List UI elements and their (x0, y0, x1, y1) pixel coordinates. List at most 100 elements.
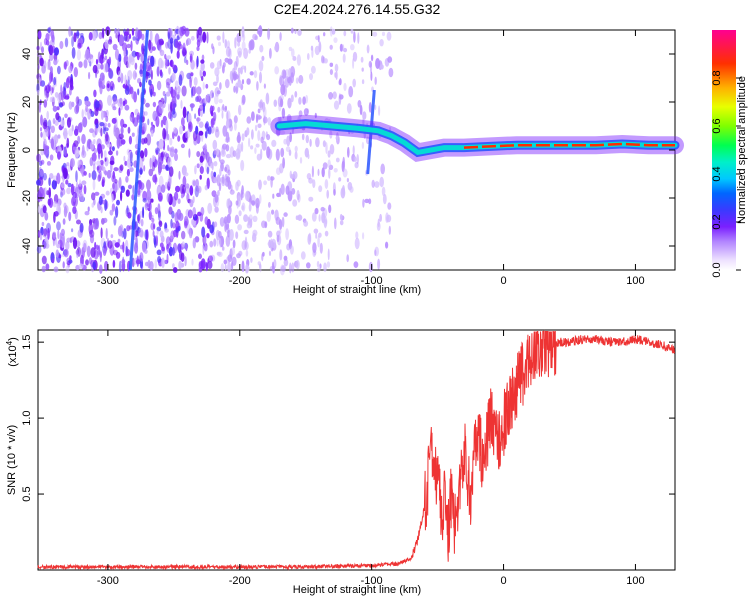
spectral-blob (257, 123, 262, 129)
spectral-blob (167, 133, 170, 141)
spectral-blob (197, 185, 202, 194)
spectral-blob (209, 224, 214, 234)
spectral-blob (283, 255, 288, 261)
spectral-blob (91, 192, 96, 201)
spectral-blob (144, 147, 148, 158)
spectral-blob (379, 39, 384, 47)
spectral-blob (146, 133, 152, 146)
spectral-blob (125, 189, 130, 197)
spectral-blob (156, 249, 162, 256)
spectral-blob (281, 69, 287, 79)
spectral-blob (204, 185, 208, 191)
spectral-blob (52, 105, 58, 112)
spectral-blob (131, 194, 134, 201)
spectral-blob (50, 96, 56, 103)
spectral-blob (148, 168, 154, 177)
spectral-blob (225, 153, 232, 159)
spectral-blob (184, 220, 188, 229)
spectral-blob (225, 131, 230, 143)
spectral-blob (259, 71, 262, 84)
spectral-blob (166, 55, 171, 60)
spectral-blob (44, 187, 47, 195)
spectral-blob (366, 44, 370, 54)
spectral-blob (85, 48, 90, 60)
spectral-blob (350, 44, 355, 51)
spectral-blob (260, 136, 264, 144)
spectral-blob (213, 238, 217, 247)
spectral-blob (102, 217, 108, 223)
spectral-blob (46, 161, 52, 166)
spectral-blob (181, 241, 185, 248)
spectral-blob (355, 231, 359, 239)
spectral-blob (54, 238, 58, 246)
spectral-blob (86, 245, 91, 258)
spectral-blob (315, 137, 320, 148)
spectral-blob (37, 64, 40, 70)
spectral-blob (200, 62, 205, 71)
spectral-blob (241, 240, 247, 251)
spectral-blob (66, 117, 72, 128)
spectral-blob (224, 107, 227, 112)
spectral-blob (202, 31, 207, 43)
spectral-blob (200, 258, 206, 270)
spectral-blob (42, 121, 48, 130)
spectral-blob (370, 54, 374, 62)
spectral-blob (49, 53, 54, 62)
spectral-blob (285, 146, 291, 153)
spectral-blob (90, 110, 95, 117)
spectral-blob (280, 265, 287, 272)
spectral-blob (37, 90, 40, 96)
spectral-blob (248, 40, 253, 51)
spectral-blob (55, 112, 60, 121)
spectral-blob (74, 105, 80, 115)
spectral-blob (152, 174, 157, 183)
spectral-blob (122, 241, 125, 253)
spectral-blob (300, 251, 306, 260)
spectral-blob (204, 234, 207, 247)
spectral-blob (114, 29, 117, 34)
spectral-blob (333, 37, 338, 43)
spectral-blob (162, 127, 167, 140)
spectral-blob (39, 233, 43, 241)
spectral-blob (113, 216, 117, 226)
spectral-blob (88, 32, 93, 41)
spectral-blob (51, 179, 57, 190)
spectral-blob (83, 59, 88, 69)
spectral-blob (169, 37, 174, 45)
spectral-blob (120, 126, 124, 135)
spectral-blob (319, 263, 322, 269)
spectral-blob (99, 52, 104, 65)
spectral-blob (279, 32, 282, 41)
spectral-blob (42, 130, 46, 141)
spectral-blob (61, 101, 65, 107)
spectral-blob (91, 30, 97, 41)
x-tick-label: -300 (97, 575, 119, 587)
spectral-blob (42, 117, 48, 127)
spectral-blob (149, 30, 153, 42)
spectral-blob (200, 206, 205, 216)
spectral-blob (198, 130, 204, 136)
spectral-blob (124, 74, 127, 86)
spectral-blob (251, 129, 254, 140)
spectral-blob (298, 110, 303, 117)
spectral-blob (158, 138, 164, 150)
spectral-blob (132, 36, 136, 41)
spectral-blob (333, 100, 340, 110)
spectral-blob (81, 133, 86, 145)
spectral-blob (60, 182, 65, 189)
spectral-blob (102, 248, 107, 256)
spectral-blob (149, 157, 152, 169)
spectral-blob (78, 263, 84, 269)
spectral-blob (261, 253, 264, 262)
spectral-blob (96, 164, 102, 174)
colorbar-tick-label: 0.6 (711, 118, 723, 133)
spectral-blob (311, 165, 314, 178)
spectral-blob (139, 167, 143, 175)
spectral-blob (374, 249, 377, 256)
spectral-blob (250, 257, 253, 263)
spectral-blob (192, 237, 196, 249)
spectral-blob (169, 137, 173, 146)
chart-title: C2E4.2024.276.14.55.G32 (274, 1, 441, 17)
spectral-blob (182, 175, 187, 188)
